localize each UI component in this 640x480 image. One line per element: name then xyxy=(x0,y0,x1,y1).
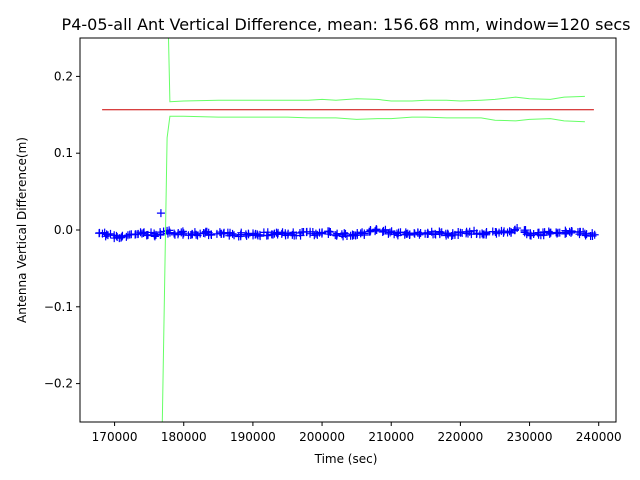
series-group xyxy=(95,38,599,422)
series-0-point xyxy=(522,230,531,239)
series-0-point xyxy=(545,229,554,238)
series-0-point xyxy=(552,228,561,237)
y-tick-label: 0.1 xyxy=(54,146,73,160)
series-0-point xyxy=(491,227,500,236)
x-tick-label: 180000 xyxy=(161,430,207,444)
series-0-point xyxy=(106,229,115,238)
y-tick-label: 0.2 xyxy=(54,69,73,83)
series-0-point xyxy=(192,230,201,239)
series-0-point xyxy=(565,227,574,236)
series-0-point xyxy=(539,231,548,240)
series-0-point xyxy=(448,229,457,238)
series-0-point xyxy=(264,231,273,240)
series-0-point xyxy=(580,229,589,238)
series-0-point xyxy=(505,227,514,236)
series-0-point xyxy=(288,230,297,239)
series-0-point xyxy=(529,229,538,238)
x-tick-label: 220000 xyxy=(437,430,483,444)
series-0-point xyxy=(349,231,358,240)
series-0-point xyxy=(567,228,576,237)
x-tick-label: 210000 xyxy=(368,430,414,444)
series-0-point xyxy=(200,229,209,238)
series-0-point xyxy=(324,227,333,236)
series-0-point xyxy=(435,228,444,237)
series-0-point xyxy=(274,228,283,237)
series-0-point xyxy=(513,224,522,233)
series-0-point xyxy=(150,229,159,238)
series-0-point xyxy=(462,229,471,238)
series-0-point xyxy=(413,228,422,237)
series-0-point xyxy=(230,231,239,240)
x-tick-label: 230000 xyxy=(507,430,553,444)
x-tick-label: 170000 xyxy=(92,430,138,444)
x-axis-label: Time (sec) xyxy=(314,452,378,466)
series-0-point xyxy=(159,227,168,236)
y-tick-label: −0.2 xyxy=(44,377,73,391)
series-0-point xyxy=(371,227,380,236)
series-0-point xyxy=(372,225,381,234)
series-0-point xyxy=(441,229,450,238)
series-0-point xyxy=(310,231,319,240)
series-0-point xyxy=(123,231,132,240)
series-0-point xyxy=(259,228,268,237)
series-0-point xyxy=(405,230,414,239)
series-0-point xyxy=(381,225,390,234)
series-0-point xyxy=(253,231,262,240)
y-tick-label: −0.1 xyxy=(44,300,73,314)
series-0-point xyxy=(137,229,146,238)
series-0-point xyxy=(219,229,228,238)
series-0-point xyxy=(178,227,187,236)
series-0-point xyxy=(379,226,388,235)
series-4-line xyxy=(161,115,585,422)
series-0-point xyxy=(163,226,172,235)
series-0-point xyxy=(384,229,393,238)
series-0-point xyxy=(392,229,401,238)
y-axis-label: Antenna Vertical Difference(m) xyxy=(15,137,29,323)
series-0-point xyxy=(467,230,476,239)
series-0-point xyxy=(170,230,179,239)
series-0-point xyxy=(318,228,327,237)
x-tick-label: 190000 xyxy=(230,430,276,444)
series-0-point xyxy=(131,230,140,239)
series-3-line xyxy=(168,38,585,103)
series-0-point xyxy=(497,226,506,235)
series-0-point xyxy=(179,229,188,238)
series-0-point xyxy=(226,228,235,237)
series-0-point xyxy=(507,228,516,237)
series-0-point xyxy=(454,227,463,236)
series-0-point xyxy=(142,231,151,240)
plot-area: 170000 180000 190000 200000 210000 220000 2300… xyxy=(44,37,622,444)
chart-title: P4-05-all Ant Vertical Difference, mean:… xyxy=(62,15,631,34)
y-tick-label: 0.0 xyxy=(54,223,73,237)
series-0-point xyxy=(386,228,395,237)
series-0-point xyxy=(295,228,304,237)
series-0-point xyxy=(237,228,246,237)
series-0-point xyxy=(360,229,369,238)
x-tick-label: 240000 xyxy=(576,430,622,444)
series-0-point xyxy=(588,232,597,240)
series-1-point xyxy=(156,209,165,218)
series-0-point xyxy=(482,230,491,239)
x-tick-label: 200000 xyxy=(299,430,345,444)
series-0-point xyxy=(394,228,403,237)
series-0-point xyxy=(333,229,342,238)
series-0-point xyxy=(115,234,124,243)
series-0-point xyxy=(110,231,119,240)
